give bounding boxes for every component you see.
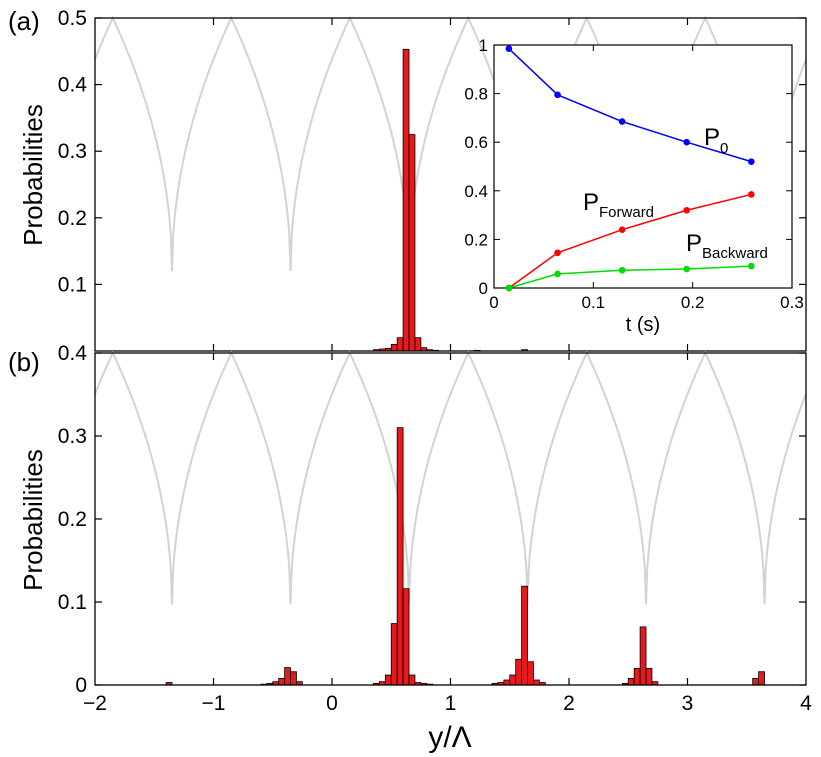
probability-bar: [402, 48, 410, 352]
probability-bar: [402, 588, 410, 686]
y-tick-label: 0.2: [58, 508, 87, 531]
panel-a-label: (a): [8, 6, 40, 36]
x-tick-label: 1: [445, 692, 457, 715]
y-tick-label: 0.2: [58, 207, 87, 230]
probability-bar: [390, 623, 398, 686]
probability-bar: [639, 626, 647, 686]
panel-b-y-axis-label: Probabilities: [18, 449, 48, 591]
legend-pbackward: PBackward: [686, 230, 768, 262]
potential-curve-line: [94, 350, 807, 605]
probability-bar: [509, 674, 517, 686]
y-tick-label: 0.1: [58, 273, 87, 296]
x-axis-label: y/Λ: [428, 721, 471, 754]
y-tick-label: 0.5: [58, 7, 87, 30]
inset-data-point: [683, 206, 691, 214]
legend-p0: P0: [704, 124, 728, 157]
inset-data-point: [554, 91, 561, 99]
inset-chart: 0 0.1 0.2 0.300.20.40.60.81 t (s) P0 PForwa…: [464, 36, 803, 336]
panel-b-potential-curve: [94, 350, 807, 605]
x-tick-label: 4: [800, 692, 812, 715]
legend-pbackward-sub: Backward: [702, 245, 768, 262]
panel-b-axes-box: [94, 352, 807, 686]
inset-x-axis-label: t (s): [626, 314, 660, 336]
probability-bar: [278, 677, 285, 686]
y-tick-label: 0.3: [58, 425, 87, 448]
inset-y-tick-label: 0: [479, 279, 488, 298]
probability-bar: [290, 671, 297, 686]
probability-bar: [533, 679, 540, 686]
inset-axes-box: [493, 44, 793, 289]
probability-bar: [396, 427, 404, 686]
probability-bar: [752, 677, 759, 686]
panel-b-bars: [165, 427, 765, 686]
inset-x-tick-label: 0.1: [582, 293, 606, 312]
y-tick-label: 0.3: [58, 140, 87, 163]
inset-data-point: [683, 265, 691, 273]
x-tick-label: −2: [83, 692, 107, 715]
legend-pforward-sub: Forward: [599, 204, 654, 221]
probability-bar: [633, 668, 641, 686]
probability-bar: [515, 658, 522, 686]
panel-a-y-axis-label: Probabilities: [18, 104, 48, 246]
probability-bar: [408, 674, 416, 686]
panel-a: (a) 0.1 0.2 0.3 0.4 0.5 Probabilities: [8, 6, 807, 352]
probability-bar: [396, 337, 404, 352]
inset-series: [505, 45, 755, 292]
legend-p0-main: P: [704, 124, 720, 151]
legend-p0-sub: 0: [720, 140, 728, 157]
x-tick-label: −1: [202, 692, 226, 715]
probability-bar: [645, 668, 653, 686]
inset-data-point: [554, 270, 561, 278]
x-tick-label: 0: [326, 692, 338, 715]
inset-data-point: [618, 266, 626, 274]
legend-pbackward-main: P: [686, 230, 702, 257]
inset-data-point: [747, 262, 755, 270]
inset-x-tick-label: 0.3: [780, 293, 804, 312]
inset-x-tick-label: 0.2: [681, 293, 705, 312]
probability-bar: [284, 667, 291, 686]
panel-b-y-ticks: 0 0.1 0.2 0.3 0.4: [58, 342, 806, 697]
inset-data-point: [618, 118, 626, 125]
inset-y-tick-label: 0.6: [464, 133, 488, 152]
inset-ticks: 0 0.1 0.2 0.3 0 0.2 0.4 0.6 0.8 1: [464, 36, 803, 312]
probability-bar: [521, 585, 528, 686]
legend-pforward-main: P: [583, 189, 599, 216]
panel-b-label: (b): [8, 347, 40, 377]
inset-data-point: [618, 226, 626, 233]
y-tick-label: 0: [75, 674, 87, 697]
inset-x-tick-label: 0: [489, 293, 498, 312]
panel-b-x-ticks: −2 −1 0 1 2 3 4: [83, 353, 812, 715]
inset-data-point: [683, 138, 691, 146]
y-tick-label: 0.1: [58, 591, 87, 614]
inset-data-point: [554, 249, 561, 257]
x-tick-label: 3: [682, 692, 694, 715]
panel-b: (b) 0 0.1 0.2 0.3 0.4 −2 −1 0 1 2 3 4 Probabilitie…: [8, 342, 812, 754]
inset-data-point: [747, 191, 755, 198]
inset-data-point: [505, 45, 513, 52]
x-tick-label: 2: [563, 692, 575, 715]
y-tick-label: 0.4: [58, 342, 88, 365]
inset-y-tick-label: 1: [479, 36, 488, 55]
inset-y-tick-label: 0.2: [464, 230, 488, 249]
probability-bar: [527, 661, 534, 686]
probability-bar: [627, 677, 635, 686]
y-tick-label: 0.4: [58, 74, 88, 97]
panel-a-y-ticks: 0.1 0.2 0.3 0.4 0.5: [58, 7, 806, 351]
inset-data-point: [747, 158, 755, 165]
inset-y-tick-label: 0.4: [464, 182, 488, 201]
inset-y-tick-label: 0.8: [464, 85, 488, 104]
probability-bar: [414, 337, 422, 352]
probability-bar: [758, 671, 765, 686]
legend-pforward: PForward: [583, 189, 654, 221]
probability-bar: [390, 343, 398, 352]
probability-bar: [408, 134, 416, 352]
probability-bar: [503, 679, 511, 686]
inset-data-point: [505, 284, 513, 292]
probability-bar: [384, 674, 392, 686]
